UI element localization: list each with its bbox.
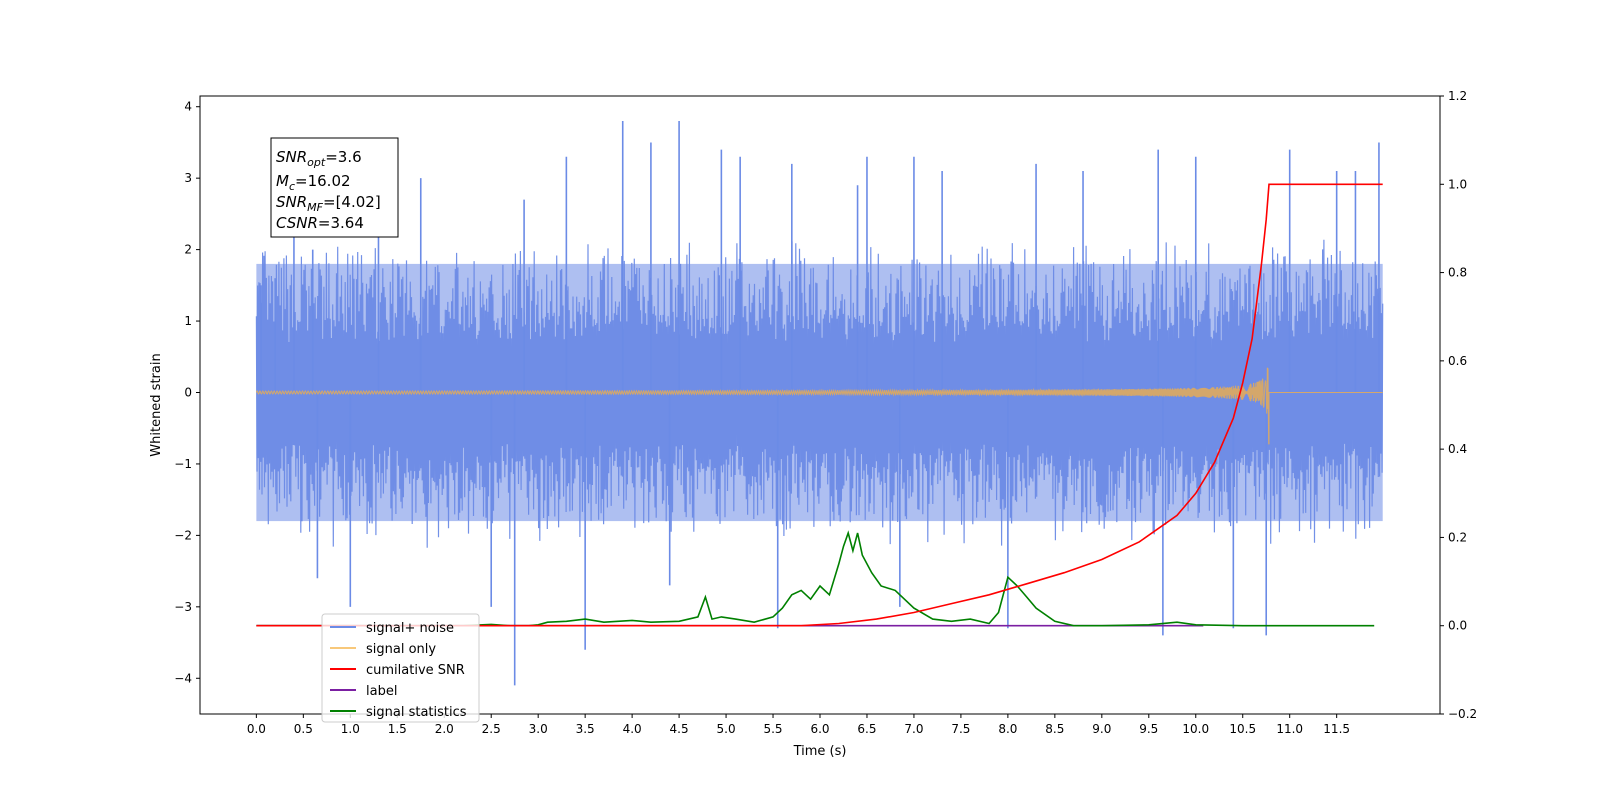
y2-tick-label: 0.8 — [1448, 266, 1467, 280]
y-tick-label: 3 — [184, 171, 192, 185]
y-tick-label: −1 — [174, 457, 192, 471]
x-tick-label: 1.5 — [388, 722, 407, 736]
x-tick-label: 11.0 — [1276, 722, 1303, 736]
legend-label: label — [366, 684, 397, 699]
y2-tick-label: 0.0 — [1448, 619, 1467, 633]
legend-label: signal only — [366, 642, 436, 657]
series-signal-statistics-line — [256, 530, 1375, 627]
y2-tick-label: 1.2 — [1448, 89, 1467, 103]
y2-tick-label: 0.4 — [1448, 442, 1467, 456]
y-axis-label: Whitened strain — [149, 353, 164, 456]
x-tick-label: 2.5 — [482, 722, 501, 736]
x-tick-label: 4.0 — [623, 722, 642, 736]
x-tick-label: 6.5 — [857, 722, 876, 736]
y-tick-label: −3 — [174, 600, 192, 614]
annotation-csnr: CSNR=3.64 — [276, 214, 364, 232]
x-tick-label: 8.0 — [998, 722, 1017, 736]
x-tick-label: 1.0 — [341, 722, 360, 736]
x-tick-label: 10.5 — [1229, 722, 1256, 736]
x-tick-label: 2.0 — [435, 722, 454, 736]
annotation-snr-mf: SNRMF=[4.02] — [276, 193, 381, 214]
x-tick-label: 9.0 — [1092, 722, 1111, 736]
y-tick-label: 4 — [184, 100, 192, 114]
x-tick-label: 6.0 — [810, 722, 829, 736]
x-tick-label: 0.5 — [294, 722, 313, 736]
x-tick-label: 5.0 — [717, 722, 736, 736]
x-tick-label: 0.0 — [247, 722, 266, 736]
y-tick-label: −2 — [174, 528, 192, 542]
y-tick-label: −4 — [174, 671, 192, 685]
annotation-snr-opt: SNRopt=3.6 — [276, 148, 362, 169]
y2-tick-label: 1.0 — [1448, 177, 1467, 191]
series-signal-only-line — [255, 367, 1383, 445]
x-tick-label: 11.5 — [1323, 722, 1350, 736]
annotation-frame — [270, 137, 399, 238]
x-tick-label: 10.0 — [1182, 722, 1209, 736]
x-tick-label: 3.0 — [529, 722, 548, 736]
y-tick-label: 0 — [184, 385, 192, 399]
x-tick-label: 4.5 — [670, 722, 689, 736]
legend-frame — [321, 613, 480, 723]
x-tick-label: 7.5 — [951, 722, 970, 736]
legend-label: signal statistics — [366, 705, 467, 720]
legend-label: cumilative SNR — [366, 663, 465, 678]
x-tick-label: 7.0 — [904, 722, 923, 736]
series-cumulative-snr-line — [256, 183, 1383, 627]
x-axis-label: Time (s) — [793, 744, 847, 759]
y-tick-label: 1 — [184, 314, 192, 328]
x-tick-label: 9.5 — [1139, 722, 1158, 736]
axis-ticks: 0.0 0.5 1.0 1.5 2.0 2.5 3.0 3.5 4.0 4.5 5.0 5.5 6.0 6… — [174, 89, 1477, 736]
y2-tick-label: −0.2 — [1448, 707, 1477, 721]
annotation-mc: Mc=16.02 — [276, 172, 351, 193]
x-tick-label: 3.5 — [576, 722, 595, 736]
y2-tick-label: 0.6 — [1448, 354, 1467, 368]
y2-tick-label: 0.2 — [1448, 530, 1467, 544]
legend-label: signal+ noise — [366, 621, 454, 636]
x-tick-label: 8.5 — [1045, 722, 1064, 736]
legend: signal+ noise signal only cumilative SNR la… — [321, 613, 480, 723]
y-tick-label: 2 — [184, 243, 192, 257]
plot-area — [255, 121, 1384, 686]
x-tick-label: 5.5 — [763, 722, 782, 736]
annotation-box: SNRopt=3.6 Mc=16.02 SNRMF=[4.02] CSNR=3.… — [270, 137, 399, 238]
